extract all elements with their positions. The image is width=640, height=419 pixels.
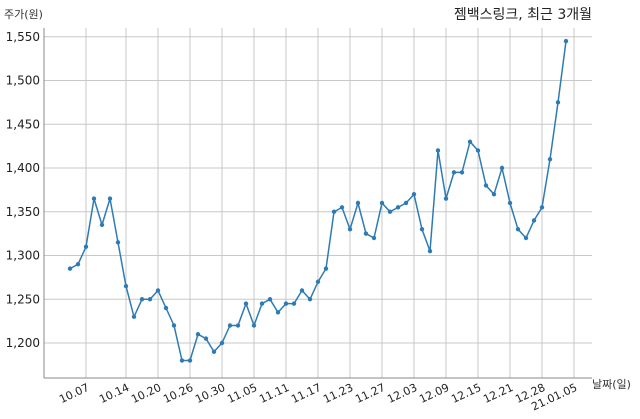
y-tick-label: 1,350 (6, 205, 40, 219)
data-point (323, 266, 329, 271)
data-point (115, 240, 121, 245)
data-point (499, 165, 505, 171)
data-point (155, 288, 161, 293)
data-point (243, 301, 249, 306)
data-point (555, 100, 561, 105)
data-point (195, 332, 201, 337)
y-tick-label: 1,500 (6, 74, 40, 88)
data-point (491, 192, 497, 197)
data-point (451, 170, 457, 175)
data-point (563, 38, 569, 44)
data-point (523, 235, 529, 241)
data-point (531, 218, 537, 223)
data-point (347, 227, 353, 232)
x-tick-label: 12.09 (417, 381, 451, 406)
data-point (179, 358, 185, 363)
data-point (435, 148, 441, 153)
x-tick-label: 12.03 (385, 381, 419, 406)
data-point (251, 323, 257, 328)
x-tick-label: 11.17 (289, 381, 323, 406)
data-point (307, 297, 313, 302)
data-point (83, 244, 89, 249)
chart-title: 젬백스링크, 최근 3개월 (453, 7, 592, 23)
data-point (507, 200, 513, 206)
x-tick-label: 11.27 (353, 381, 387, 406)
x-tick-label: 10.30 (193, 381, 227, 406)
data-point (131, 314, 137, 319)
data-point (123, 283, 129, 289)
data-point (419, 227, 425, 232)
data-point (443, 196, 449, 201)
x-tick-label: 11.05 (225, 381, 259, 406)
y-tick-label: 1,250 (6, 292, 40, 306)
data-point (139, 297, 145, 302)
x-tick-label: 10.26 (161, 381, 195, 406)
y-tick-label: 1,300 (6, 249, 40, 263)
x-tick-label: 12.21 (481, 381, 515, 406)
data-point (227, 323, 233, 328)
data-point (547, 157, 553, 162)
data-point (171, 323, 177, 328)
x-tick-label: 10.07 (57, 381, 91, 406)
x-tick-label: 10.20 (129, 381, 163, 406)
x-tick-label: 11.23 (321, 381, 355, 406)
data-point (355, 200, 361, 206)
data-point (99, 222, 105, 228)
data-point (75, 262, 81, 267)
y-axis-label: 주가(원) (4, 8, 43, 21)
y-tick-label: 1,450 (6, 117, 40, 131)
data-point (147, 297, 153, 302)
data-point (339, 205, 345, 210)
data-point (219, 340, 225, 346)
data-point (331, 209, 337, 214)
data-point (67, 266, 73, 271)
data-point (411, 192, 417, 197)
data-point (515, 227, 521, 232)
data-point (467, 139, 473, 144)
x-tick-label: 10.14 (97, 381, 131, 406)
data-point (235, 323, 241, 328)
data-point (91, 196, 97, 201)
data-point (379, 200, 385, 206)
data-point (299, 288, 305, 293)
data-point (403, 200, 409, 206)
data-point (539, 205, 545, 210)
data-point (459, 170, 465, 175)
y-tick-label: 1,200 (6, 336, 40, 350)
data-point (203, 336, 209, 341)
data-point (371, 235, 377, 241)
data-point (387, 209, 393, 214)
data-point (427, 248, 433, 254)
x-tick-label: 11.11 (257, 381, 291, 406)
data-point (187, 358, 193, 363)
data-point (291, 301, 297, 306)
data-point (107, 196, 113, 201)
data-point (395, 205, 401, 210)
data-point (259, 301, 265, 306)
data-point (483, 183, 489, 188)
data-point (275, 310, 281, 315)
y-tick-label: 1,400 (6, 161, 40, 175)
data-point (315, 279, 321, 284)
x-axis-label: 날짜(일) (592, 378, 631, 391)
data-point (283, 301, 289, 306)
y-tick-label: 1,550 (6, 30, 40, 44)
data-point (363, 231, 369, 236)
data-point (267, 297, 273, 302)
data-point (475, 148, 481, 153)
data-point (163, 305, 169, 311)
x-tick-label: 12.15 (449, 381, 483, 406)
data-point (211, 349, 217, 354)
